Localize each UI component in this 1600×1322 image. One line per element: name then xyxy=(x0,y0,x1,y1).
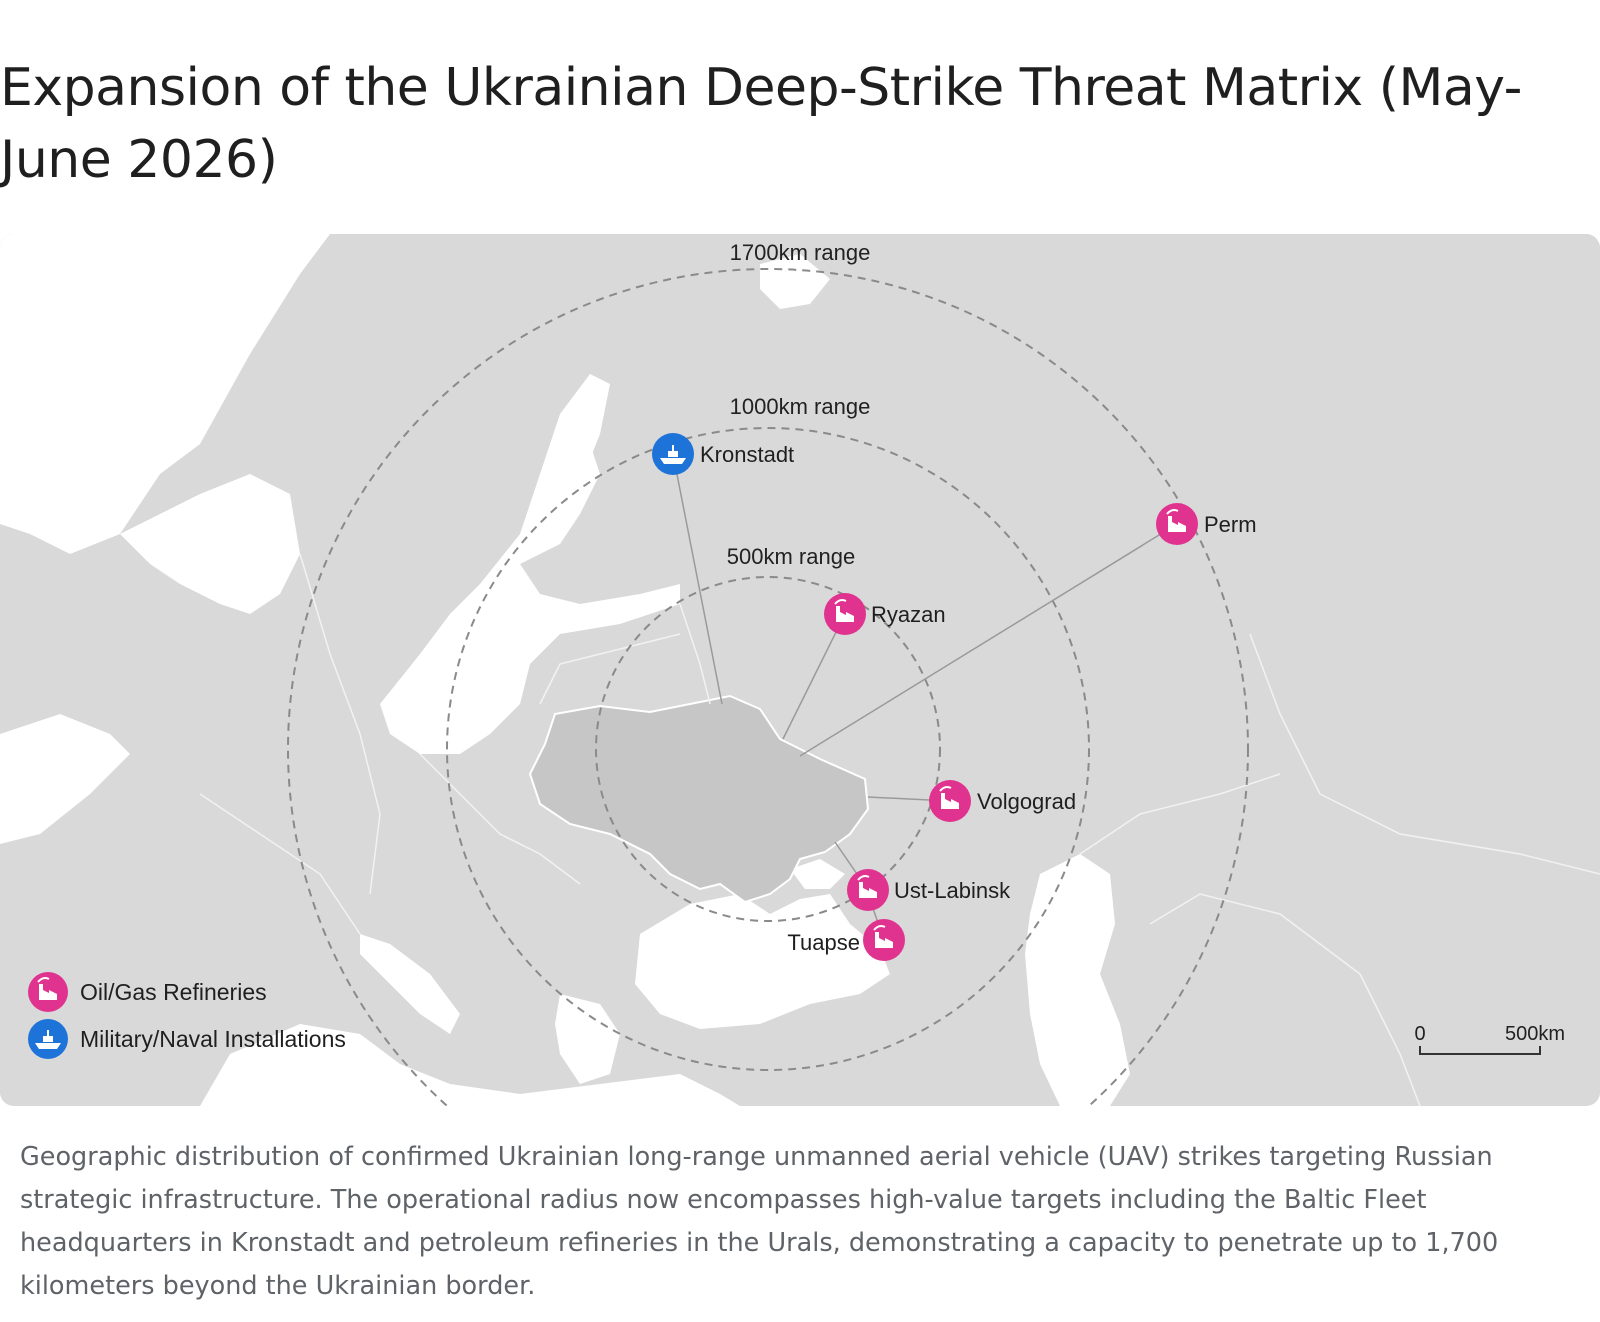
country-borders xyxy=(199,553,1600,1106)
marker-kronstadt[interactable]: Kronstadt xyxy=(652,433,794,475)
border-line xyxy=(1079,773,1281,855)
figure-caption: Geographic distribution of confirmed Ukr… xyxy=(20,1142,1499,1301)
factory-icon xyxy=(873,925,893,948)
volgograd-label: Volgograd xyxy=(977,789,1076,814)
black-sea xyxy=(635,894,890,1029)
scale-start-label: 0 xyxy=(1414,1023,1425,1045)
gulf-of-bothnia xyxy=(520,374,610,534)
range-ring-1700km xyxy=(287,268,1249,1106)
bay-of-biscay xyxy=(0,714,130,844)
scale-bar: 0 500km xyxy=(1414,1023,1565,1055)
ust-labinsk-marker xyxy=(847,869,889,911)
marker-ryazan[interactable]: Ryazan xyxy=(824,593,946,635)
white-sea xyxy=(760,254,830,309)
ust-labinsk-label: Ust-Labinsk xyxy=(894,878,1011,903)
aegean-sea xyxy=(555,994,620,1084)
adriatic-sea xyxy=(360,934,460,1034)
ryazan-marker xyxy=(824,593,866,635)
border-line xyxy=(679,603,711,705)
range-label-1000km: 1000km range xyxy=(730,394,871,419)
perm-label: Perm xyxy=(1204,512,1257,537)
ship-icon xyxy=(35,1030,61,1049)
volgograd-marker xyxy=(929,780,971,822)
map-legend: Oil/Gas Refineries Military/Naval Instal… xyxy=(28,972,346,1059)
legend-refinery-label: Oil/Gas Refineries xyxy=(80,979,267,1005)
scale-end-label: 500km xyxy=(1505,1023,1565,1045)
marker-perm[interactable]: Perm xyxy=(1156,503,1257,545)
legend-military-label: Military/Naval Installations xyxy=(80,1026,346,1052)
border-line xyxy=(199,793,361,935)
sea-of-azov xyxy=(790,859,845,889)
tuapse-marker xyxy=(863,919,905,961)
border-line xyxy=(539,633,681,705)
range-label-500km: 500km range xyxy=(727,544,855,569)
legend-item-military: Military/Naval Installations xyxy=(28,1019,346,1059)
legend-item-refineries: Oil/Gas Refineries xyxy=(28,972,267,1012)
range-label-1700km: 1700km range xyxy=(730,240,871,265)
map-canvas: 1700km range 1000km range 500km range Kr… xyxy=(0,234,1600,1106)
page-title: Expansion of the Ukrainian Deep-Strike T… xyxy=(0,58,1522,190)
caspian-sea xyxy=(1025,854,1130,1106)
factory-icon xyxy=(37,977,57,1000)
ship-icon xyxy=(660,445,686,464)
border-line xyxy=(1149,893,1421,1106)
mediterranean-sea xyxy=(200,1024,740,1106)
north-atlantic xyxy=(0,234,330,554)
factory-icon xyxy=(1166,509,1186,532)
scale-bar-line xyxy=(1419,1046,1541,1055)
ryazan-label: Ryazan xyxy=(871,602,946,627)
kronstadt-label: Kronstadt xyxy=(700,442,794,467)
tuapse-label: Tuapse xyxy=(787,930,860,955)
water-bodies xyxy=(0,234,1130,1106)
factory-icon xyxy=(834,599,854,622)
strike-line-kronstadt xyxy=(672,453,723,705)
strike-range-map: 1700km range 1000km range 500km range Kr… xyxy=(0,234,1600,1106)
north-sea xyxy=(120,474,300,614)
range-rings xyxy=(287,268,1249,1106)
strike-line-ryazan xyxy=(782,613,846,740)
factory-icon xyxy=(939,786,959,809)
range-ring-500km xyxy=(595,576,941,922)
border-line xyxy=(419,753,581,885)
range-ring-1000km xyxy=(446,427,1090,1071)
border-line xyxy=(1249,633,1600,875)
marker-ust-labinsk[interactable]: Ust-Labinsk xyxy=(847,869,1011,911)
ukraine-territory xyxy=(528,694,870,904)
factory-icon xyxy=(857,875,877,898)
perm-marker xyxy=(1156,503,1198,545)
marker-tuapse[interactable]: Tuapse xyxy=(787,919,905,961)
marker-volgograd[interactable]: Volgograd xyxy=(929,780,1076,822)
border-line xyxy=(299,553,381,895)
strike-line-perm xyxy=(799,523,1178,757)
